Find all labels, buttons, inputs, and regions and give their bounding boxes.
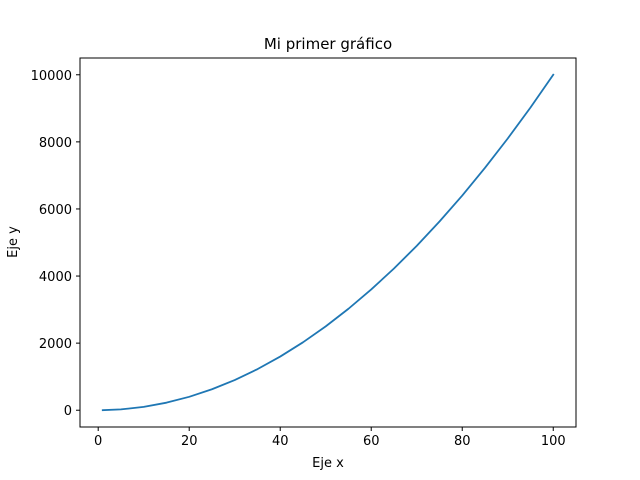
x-axis-label: Eje x: [312, 456, 344, 471]
x-tick-label: 100: [541, 434, 566, 449]
y-tick-label: 0: [64, 404, 72, 419]
x-tick-label: 60: [363, 434, 380, 449]
y-tick-label: 8000: [39, 136, 72, 151]
x-tick-label: 80: [454, 434, 471, 449]
y-axis-label: Eje y: [6, 226, 21, 258]
x-tick-label: 0: [94, 434, 102, 449]
y-tick-label: 10000: [31, 69, 72, 84]
y-tick-label: 6000: [39, 203, 72, 218]
plot-area: 0 20 40 60 80 100 0 2000 4000 6000 8000 10000: [31, 57, 577, 449]
series-line-0: [101, 73, 555, 412]
plot-frame: [79, 57, 577, 428]
y-tick-label: 2000: [39, 337, 72, 352]
chart-title: Mi primer gráfico: [264, 35, 392, 53]
y-tick-label: 4000: [39, 270, 72, 285]
x-tick-label: 40: [272, 434, 289, 449]
x-tick-label: 20: [181, 434, 198, 449]
